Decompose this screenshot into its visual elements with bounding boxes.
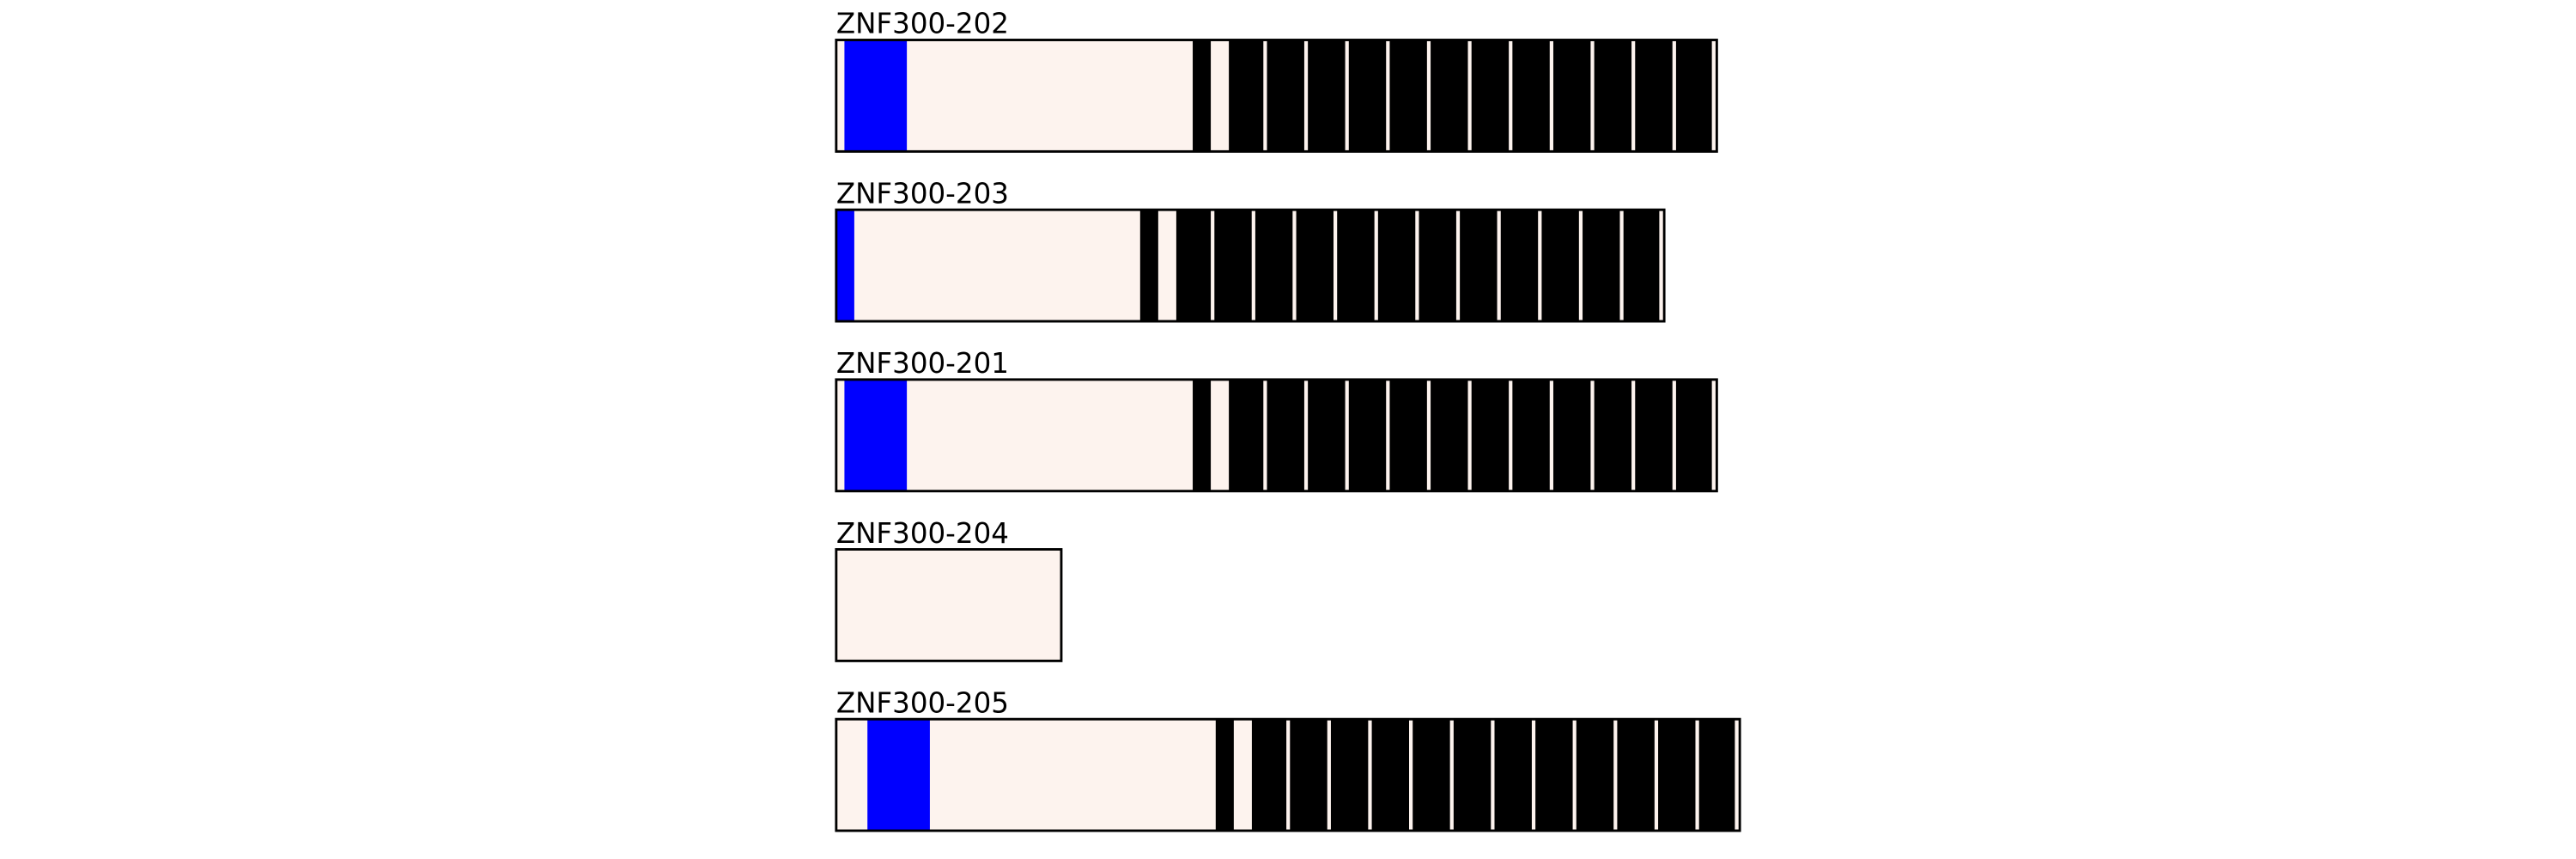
transcript-label: ZNF300-202 — [836, 8, 1009, 40]
zinc-finger-separator — [1333, 210, 1338, 322]
zinc-finger-separator — [1467, 379, 1472, 491]
zinc-finger-separator — [1386, 379, 1390, 491]
transcript-outline — [835, 548, 1063, 662]
gap — [1211, 40, 1230, 152]
zinc-finger-separator — [1426, 379, 1431, 491]
gap — [1211, 379, 1230, 491]
zinc-finger-separator — [1672, 379, 1676, 491]
transcript: ZNF300-204 — [835, 517, 1063, 662]
zinc-finger-separator — [1345, 40, 1349, 152]
zinc-finger-separator — [1549, 40, 1553, 152]
transcript-outline — [835, 717, 1741, 832]
zinc-finger-separator — [1631, 379, 1636, 491]
zinc-finger-separator — [1263, 40, 1267, 152]
transcript-label: ZNF300-204 — [836, 517, 1009, 550]
zinc-finger-separator — [1590, 379, 1595, 491]
zinc-finger-separator — [1619, 210, 1624, 322]
zinc-finger-region — [1139, 210, 1660, 322]
zinc-finger-separator — [1449, 719, 1454, 832]
transcript: ZNF300-203 — [835, 177, 1666, 323]
zinc-finger-separator — [1211, 210, 1215, 322]
zinc-finger-separator — [1672, 40, 1676, 152]
zinc-finger-separator — [1509, 379, 1513, 491]
transcript-outline — [835, 208, 1666, 323]
transcript: ZNF300-201 — [835, 347, 1718, 493]
zinc-finger-separator — [1578, 210, 1583, 322]
zinc-finger-separator — [1303, 40, 1309, 152]
zinc-finger-region — [1193, 40, 1712, 152]
zinc-finger-separator — [1368, 719, 1372, 832]
zinc-finger-separator — [1654, 719, 1659, 832]
transcript-label: ZNF300-203 — [836, 177, 1009, 210]
transcript-outline — [835, 378, 1718, 493]
zinc-finger-separator — [1374, 210, 1378, 322]
zinc-finger-separator — [1303, 379, 1309, 491]
zinc-finger-separator — [1631, 40, 1636, 152]
zinc-finger-separator — [1386, 40, 1390, 152]
zinc-finger-separator — [1497, 210, 1501, 322]
zinc-finger-separator — [1251, 210, 1255, 322]
zinc-finger-region — [1193, 379, 1712, 491]
zinc-finger-separator — [1292, 210, 1297, 322]
zinc-finger-region — [1215, 719, 1735, 832]
zinc-finger-separator — [1613, 719, 1618, 832]
zinc-finger-separator — [1409, 719, 1413, 832]
zinc-finger-separator — [1531, 719, 1536, 832]
zinc-finger-separator — [1549, 379, 1553, 491]
transcript-outline — [835, 39, 1718, 153]
transcript-label: ZNF300-201 — [836, 347, 1009, 380]
transcript: ZNF300-205 — [835, 686, 1741, 832]
krab-domain — [844, 40, 908, 152]
zinc-finger-separator — [1467, 40, 1472, 152]
zinc-finger-separator — [1509, 40, 1513, 152]
transcript-label: ZNF300-205 — [836, 686, 1009, 719]
krab-domain — [835, 210, 854, 322]
zinc-finger-separator — [1491, 719, 1495, 832]
zinc-finger-separator — [1538, 210, 1542, 322]
zinc-finger-separator — [1426, 40, 1431, 152]
gap — [1157, 210, 1176, 322]
krab-domain — [867, 719, 930, 832]
zinc-finger-separator — [1572, 719, 1577, 832]
transcript-body — [835, 549, 1061, 661]
zinc-finger-separator — [1695, 719, 1699, 832]
transcript: ZNF300-202 — [835, 8, 1718, 153]
krab-domain — [844, 379, 908, 491]
zinc-finger-separator — [1345, 379, 1349, 491]
gap — [1233, 719, 1252, 832]
zinc-finger-separator — [1286, 719, 1291, 832]
zinc-finger-separator — [1327, 719, 1331, 832]
zinc-finger-separator — [1590, 40, 1595, 152]
zinc-finger-separator — [1263, 379, 1267, 491]
zinc-finger-separator — [1415, 210, 1419, 322]
zinc-finger-separator — [1455, 210, 1461, 322]
